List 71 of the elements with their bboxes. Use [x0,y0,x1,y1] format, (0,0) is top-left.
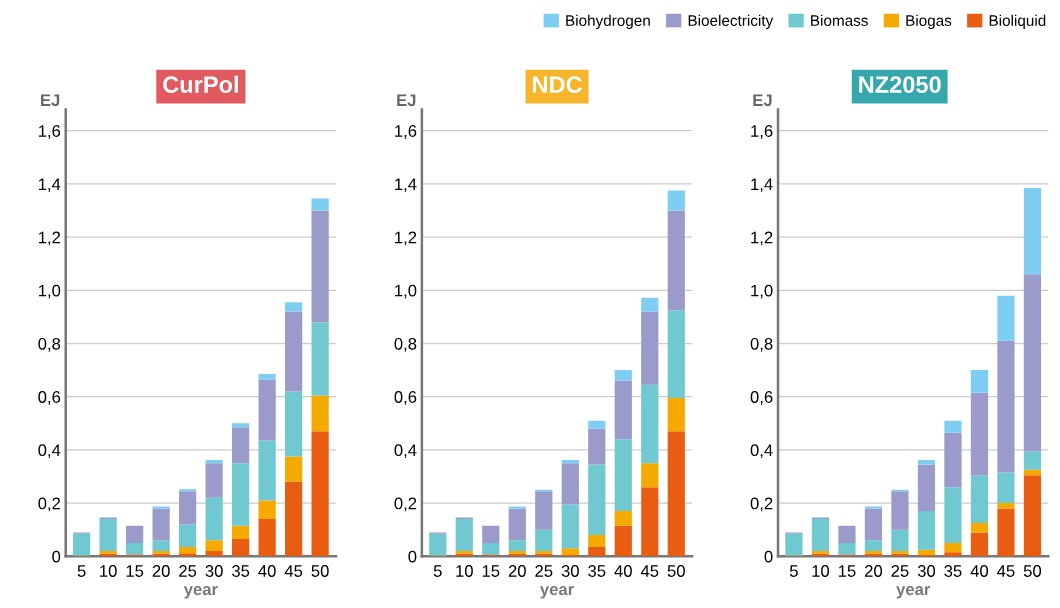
x-tick-label: 25 [891,565,909,577]
x-tick-label: 10 [100,565,117,577]
y-tick-label: 0,8 [750,337,773,352]
y-tick-label: 1,6 [38,125,61,139]
x-tick-label: 10 [456,565,473,577]
y-tick-label: 1,4 [751,178,773,193]
x-tick-label: 25 [179,565,197,577]
legend-label: Biohydrogen [566,14,650,29]
legend-label: Bioelectricity [688,14,774,29]
x-tick-label: 45 [284,565,303,577]
legend-label: Biogas [906,14,952,29]
y-axis-title: EJ [397,94,416,107]
y-tick-label: 1,6 [395,125,417,139]
x-tick-label: 5 [77,565,86,577]
x-tick-label: 45 [640,565,659,577]
x-axis-title: year [896,586,931,599]
x-tick-label: 20 [865,565,883,577]
x-tick-label: 35 [588,565,606,577]
y-tick-label: 0 [764,550,773,563]
y-tick-label: 1,0 [751,284,773,299]
y-tick-label: 1,2 [751,231,773,246]
y-tick-label: 0,2 [394,497,417,512]
x-tick-label: 15 [126,565,144,577]
x-tick-label: 20 [152,565,170,577]
y-tick-label: 0,2 [750,497,773,512]
x-tick-label: 40 [258,565,276,577]
y-tick-label: 0,8 [394,337,417,352]
x-axis-title: year [540,586,574,599]
y-tick-label: 0 [408,550,417,563]
x-tick-label: 5 [433,565,442,577]
y-axis-title: EJ [41,94,60,107]
y-tick-label: 0,6 [38,391,61,405]
x-tick-label: 45 [997,565,1015,577]
x-tick-label: 50 [311,565,329,577]
legend-label: Biomass [811,14,868,26]
x-tick-label: 25 [535,565,553,577]
y-tick-label: 1,4 [38,178,61,193]
x-tick-label: 40 [614,565,632,577]
x-tick-label: 15 [482,565,500,577]
chart-title: NDC [533,76,582,94]
y-tick-label: 0,2 [38,497,61,512]
y-tick-label: 1,4 [395,178,417,193]
chart-title: CurPol [163,75,238,94]
x-tick-label: 35 [944,565,962,577]
y-tick-label: 1,0 [38,284,61,299]
x-tick-label: 20 [508,565,526,577]
x-tick-label: 50 [667,565,685,577]
y-tick-label: 0 [52,550,61,563]
y-tick-label: 0,6 [394,391,417,405]
y-tick-label: 1,0 [395,284,417,299]
x-tick-label: 40 [970,565,989,577]
y-tick-label: 1,2 [395,231,417,246]
x-tick-label: 50 [1023,565,1042,577]
x-tick-label: 5 [789,565,798,577]
x-tick-label: 30 [917,565,936,577]
legend-label: Bioliquid [989,14,1046,29]
y-tick-label: 0,4 [38,444,61,459]
y-tick-label: 1,6 [751,125,773,139]
x-tick-label: 30 [205,565,223,577]
x-tick-label: 10 [812,565,830,577]
y-tick-label: 0,6 [750,391,773,405]
x-tick-label: 15 [838,565,856,577]
chart-title: NZ2050 [859,76,941,94]
y-tick-label: 0,4 [394,444,417,459]
x-tick-label: 35 [231,565,250,577]
y-tick-label: 1,2 [38,231,61,246]
y-tick-label: 0,4 [750,444,773,459]
y-axis-title: EJ [753,94,772,107]
x-tick-label: 30 [561,565,579,577]
y-tick-label: 0,8 [38,337,61,352]
x-axis-title: year [183,586,218,599]
